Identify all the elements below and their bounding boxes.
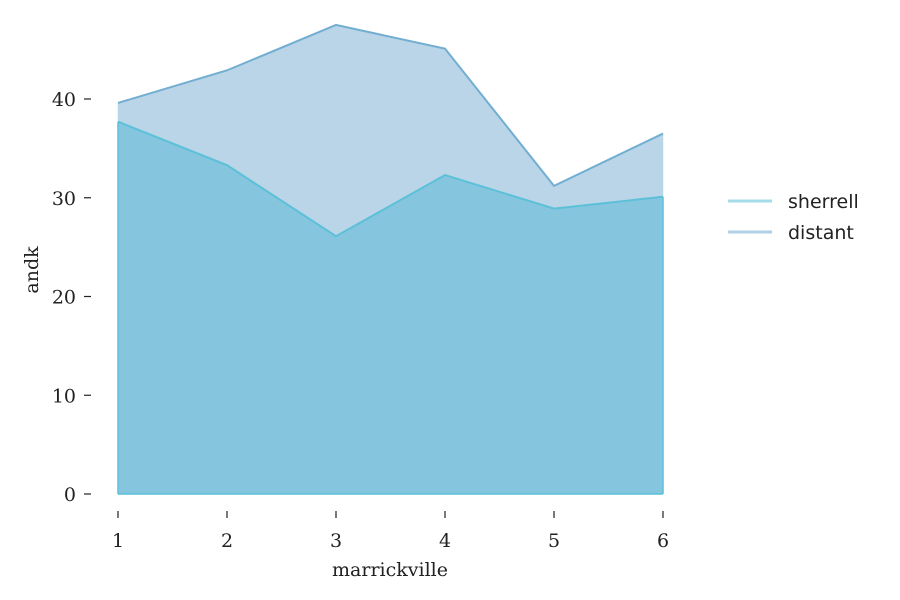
x-axis: 1 2 3 4 5 6 <box>112 511 669 552</box>
x-tick-label: 4 <box>439 530 451 552</box>
x-tick-label: 3 <box>330 530 342 552</box>
series-lines <box>117 23 664 495</box>
line-sherrell <box>117 120 664 238</box>
x-tick-label: 2 <box>221 530 233 552</box>
x-axis-label: marrickville <box>332 559 448 581</box>
line-distant <box>117 23 664 188</box>
y-tick-label: 40 <box>52 89 76 111</box>
x-tick-label: 6 <box>657 530 669 552</box>
x-tick-label: 1 <box>112 530 124 552</box>
y-axis: 0 10 20 30 40 <box>52 89 91 506</box>
y-tick-label: 30 <box>52 188 76 210</box>
series-areas <box>117 24 664 495</box>
legend: sherrell distant <box>728 191 859 244</box>
legend-label-distant: distant <box>788 222 854 244</box>
y-tick-label: 0 <box>64 484 76 506</box>
y-tick-label: 10 <box>52 385 76 407</box>
x-tick-label: 5 <box>548 530 560 552</box>
y-tick-label: 20 <box>52 287 76 309</box>
y-axis-label: andk <box>21 246 43 294</box>
legend-label-sherrell: sherrell <box>788 191 859 213</box>
